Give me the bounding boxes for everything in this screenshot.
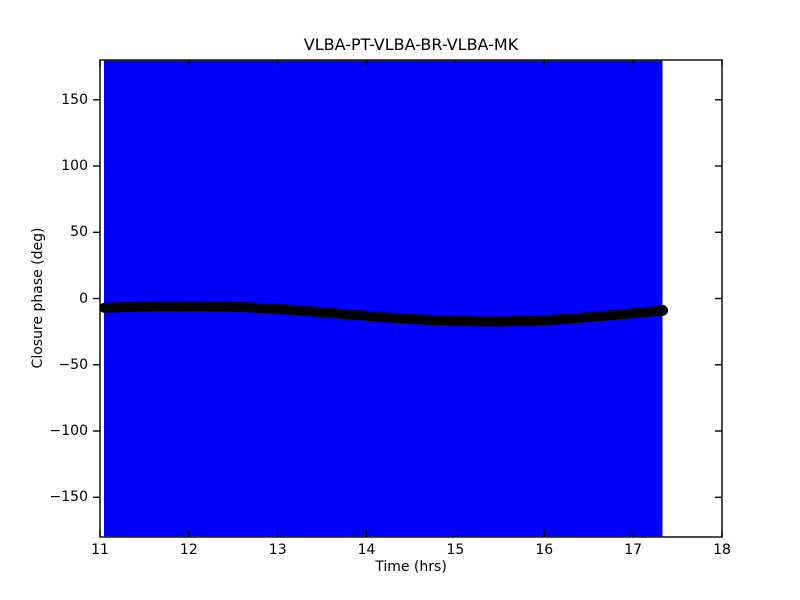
x-tick-label: 15 [446, 542, 465, 558]
y-tick-label: −150 [49, 489, 88, 506]
y-tick-label: 100 [61, 158, 88, 174]
last-data-marker [657, 304, 668, 316]
x-tick-label: 11 [91, 542, 109, 558]
x-axis-label: Time (hrs) [375, 559, 447, 575]
y-tick-label: −50 [58, 356, 88, 373]
error-band [104, 60, 663, 537]
y-tick-label: 50 [70, 224, 88, 241]
x-tick-label: 16 [535, 542, 554, 558]
x-tick-label: 14 [357, 542, 376, 558]
x-tick-label: 17 [624, 542, 643, 558]
x-tick-label: 18 [713, 542, 731, 558]
first-data-marker [99, 302, 110, 313]
x-tick-label: 13 [268, 542, 287, 558]
y-tick-label: 0 [79, 290, 88, 307]
x-tick-label: 12 [179, 542, 198, 558]
closure-phase-curve [99, 301, 668, 327]
y-tick-label: 150 [61, 91, 88, 108]
plot-title: VLBA-PT-VLBA-BR-VLBA-MK [303, 35, 519, 54]
y-tick-label: −100 [49, 423, 88, 439]
